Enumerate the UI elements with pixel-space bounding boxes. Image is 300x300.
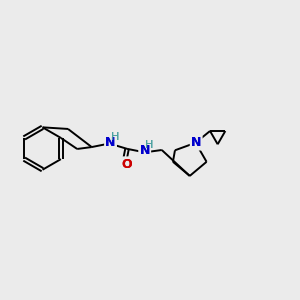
Text: H: H	[110, 132, 119, 142]
Text: O: O	[122, 158, 132, 171]
Text: H: H	[110, 132, 119, 142]
Text: N: N	[105, 136, 116, 149]
Text: N: N	[140, 144, 150, 157]
Text: H: H	[145, 140, 153, 150]
Text: N: N	[140, 144, 150, 157]
Text: N: N	[191, 136, 201, 149]
Text: N: N	[191, 136, 201, 149]
Text: N: N	[105, 136, 116, 149]
Text: O: O	[122, 158, 132, 171]
Text: N: N	[105, 136, 116, 149]
Text: N: N	[140, 144, 150, 157]
Text: H: H	[145, 140, 153, 150]
Text: N: N	[191, 136, 201, 149]
Text: O: O	[122, 158, 132, 171]
